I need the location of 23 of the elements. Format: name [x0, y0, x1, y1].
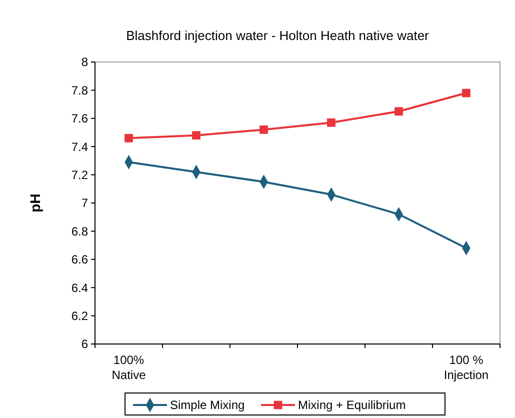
- point: [327, 118, 336, 127]
- legend-label: Mixing + Equilibrium: [298, 398, 406, 412]
- y-tick-label: 6.4: [71, 280, 88, 295]
- y-tick-label: 7: [81, 196, 88, 210]
- y-tick-label: 7.8: [71, 83, 88, 98]
- legend-label: Simple Mixing: [170, 398, 245, 412]
- point: [192, 131, 200, 140]
- y-tick-label: 7.2: [71, 168, 88, 182]
- point: [462, 88, 470, 98]
- y-tick-label: 7.4: [71, 140, 88, 154]
- x-tick-label: 100% Native: [112, 353, 146, 382]
- point: [394, 107, 403, 116]
- point: [124, 134, 133, 142]
- y-tick-label: 6.6: [71, 252, 88, 267]
- y-tick-label: 8: [81, 55, 88, 70]
- point: [260, 125, 268, 134]
- x-tick-label: 100 % Injection: [444, 353, 489, 382]
- y-axis-title: pH: [27, 194, 43, 212]
- y-tick-label: 6.8: [71, 224, 88, 238]
- y-tick-label: 6: [81, 337, 88, 352]
- chart-title: Blashford injection water - Holton Heath native water: [126, 28, 430, 43]
- y-tick-label: 6.2: [71, 309, 88, 323]
- y-tick-label: 7.6: [71, 112, 88, 126]
